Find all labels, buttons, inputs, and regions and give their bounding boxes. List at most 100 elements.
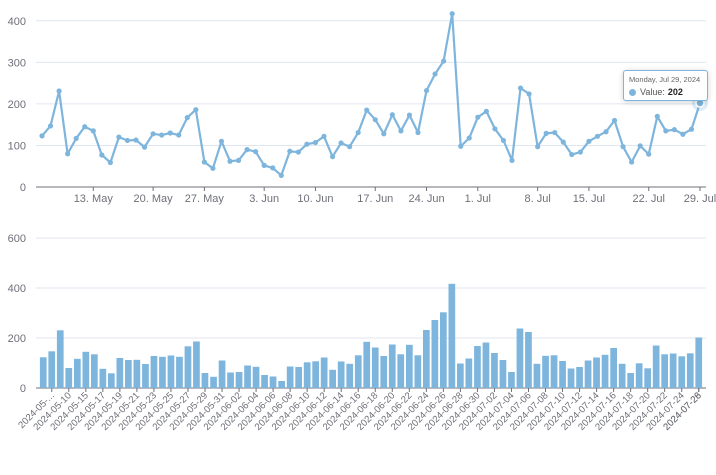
bar <box>482 342 490 388</box>
data-point <box>620 144 626 150</box>
bar <box>286 366 294 388</box>
bar <box>559 361 566 388</box>
data-point <box>577 149 583 155</box>
data-point <box>133 137 139 143</box>
bar <box>176 356 183 389</box>
data-point <box>594 133 601 139</box>
data-point <box>65 151 71 157</box>
bar <box>601 354 609 389</box>
bar <box>508 372 515 388</box>
bar <box>499 360 507 388</box>
data-point <box>398 128 404 134</box>
bar <box>278 381 285 388</box>
bar <box>39 357 47 388</box>
data-point <box>535 144 541 150</box>
bar <box>48 351 56 389</box>
x-tick-label: 27. May <box>185 193 225 205</box>
data-point <box>107 159 113 166</box>
data-point <box>270 165 276 171</box>
x-tick-label: 20. May <box>134 193 174 205</box>
data-point <box>552 129 558 136</box>
bar <box>91 354 98 389</box>
x-tick-label: 15. Jul <box>573 193 605 205</box>
data-point <box>458 143 464 149</box>
data-point <box>526 91 532 97</box>
bar <box>337 361 345 388</box>
data-point <box>543 130 549 136</box>
data-point <box>124 137 131 144</box>
y-tick-label: 300 <box>8 57 26 69</box>
bar <box>116 358 124 388</box>
bar <box>380 356 388 388</box>
bar <box>167 355 175 388</box>
series-dot-icon <box>629 88 636 96</box>
data-point <box>82 124 88 130</box>
data-point <box>116 134 122 140</box>
chart-tooltip: Monday, Jul 29, 2024 Value: 202 <box>623 70 708 101</box>
data-point <box>184 115 190 121</box>
data-point <box>364 107 370 113</box>
bar <box>533 363 541 388</box>
x-tick-label: 10. Jun <box>297 193 333 205</box>
y-tick-label: 200 <box>8 333 26 345</box>
bar <box>99 368 107 389</box>
data-point <box>611 117 618 124</box>
bar <box>388 344 396 388</box>
bar <box>397 354 405 389</box>
x-tick-label: 22. Jul <box>633 193 665 205</box>
data-point <box>406 112 413 118</box>
data-point <box>415 129 421 136</box>
bar <box>303 362 311 389</box>
y-tick-label: 100 <box>8 140 26 152</box>
data-point <box>261 162 267 168</box>
data-point <box>347 144 353 150</box>
bar <box>235 372 243 388</box>
x-tick-label: 1. Jul <box>465 193 491 205</box>
bar <box>371 347 379 388</box>
bar <box>142 364 149 388</box>
bar <box>678 356 686 389</box>
y-tick-label: 200 <box>8 99 26 111</box>
data-point <box>432 71 438 77</box>
data-point <box>671 127 677 133</box>
x-tick-label: 8. Jul <box>524 193 550 205</box>
bar <box>74 358 81 389</box>
data-point <box>295 149 301 155</box>
data-point <box>355 129 361 136</box>
bar <box>363 341 371 389</box>
bar <box>261 375 268 388</box>
data-point <box>381 131 387 137</box>
series-line <box>41 12 702 177</box>
bar <box>610 348 617 388</box>
tooltip-label: Value: <box>640 87 665 97</box>
data-point <box>646 151 652 157</box>
bar <box>431 320 439 388</box>
y-tick-label: 0 <box>20 383 26 395</box>
bar <box>448 283 456 388</box>
bar <box>65 368 73 388</box>
bar <box>56 330 64 389</box>
bar <box>227 372 234 388</box>
data-point <box>688 126 695 132</box>
bar <box>635 363 643 389</box>
bar <box>295 367 302 388</box>
data-point <box>483 108 489 114</box>
tooltip-value: 202 <box>667 87 683 97</box>
data-point <box>159 132 165 138</box>
bar <box>686 353 694 389</box>
data-point <box>329 154 336 160</box>
bar <box>465 358 473 388</box>
data-point <box>500 137 507 144</box>
data-point <box>586 138 592 144</box>
data-point <box>569 151 575 158</box>
bar <box>584 360 592 388</box>
data-point <box>218 138 225 144</box>
data-point <box>244 147 250 153</box>
bar <box>201 373 209 388</box>
x-tick-label: 24. Jun <box>408 193 444 205</box>
data-point <box>73 135 79 141</box>
data-point <box>39 133 45 139</box>
bar <box>82 351 90 389</box>
y-tick-label: 0 <box>20 182 26 194</box>
bar <box>312 361 319 389</box>
